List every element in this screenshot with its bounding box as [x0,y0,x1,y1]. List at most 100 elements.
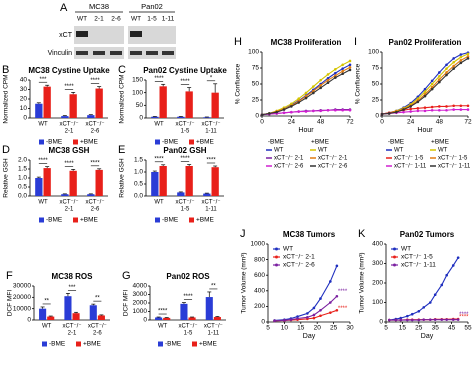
bar [211,167,219,196]
y-tick-label: 600 [254,272,265,279]
legend-swatch [73,217,78,223]
bar [69,170,77,196]
point [334,71,337,75]
point [430,82,434,86]
bar [203,117,211,118]
point [438,75,441,78]
x-tick-label: 25 [415,325,423,332]
point [387,318,391,322]
y-tick-label: 400 [372,241,383,248]
point [341,63,344,67]
point [417,318,421,322]
point [341,72,344,76]
x-tick-label: xCT⁻/⁻ [204,324,223,330]
point [459,61,463,65]
point [402,108,405,111]
point [326,81,330,85]
legend-label: WT [394,148,404,154]
point [306,316,309,319]
point [445,73,448,77]
point [304,91,308,95]
sig-label: **** [338,306,348,312]
point [394,318,398,322]
x-tick-label: WT [154,122,164,128]
bar [159,86,167,118]
x-tick-label: xCT⁻/⁻ [179,324,198,330]
y-tick-label: 1000 [251,241,266,248]
y-tick-label: 75 [372,65,380,72]
point [456,256,460,259]
sig-label: *** [68,285,76,291]
point [402,110,405,114]
point [423,109,427,113]
point [410,318,414,322]
point [416,109,420,113]
bar [203,193,211,196]
lane-label: 1-5 [147,16,157,23]
point [406,314,409,318]
bar [159,166,167,196]
point [319,86,322,90]
legend-label: xCT⁻/⁻ 1-5 [438,156,468,162]
point [319,309,322,312]
y-tick-label: 150 [132,77,143,84]
y-tick-label: 2.0 [18,157,27,164]
legend-header: -BME [388,139,405,146]
legend-label: -BME [162,217,179,224]
legend-swatch [42,341,47,347]
legend-label: xCT⁻/⁻ 2-6 [283,262,315,269]
sig-label: **** [338,289,348,295]
x-tick-label: 2-6 [91,129,100,135]
y-tick-label: 200 [372,280,383,287]
point [445,318,448,321]
point [423,94,427,98]
x-tick-label: 15 [297,325,305,332]
sig-label: **** [183,294,193,300]
x-tick-label: xCT⁻/⁻ [60,122,79,128]
y-tick-label: 50 [136,102,144,109]
y-tick-label: 100 [368,49,379,56]
lane-label: 2-6 [111,16,121,23]
legend-label: +BME [80,217,99,224]
point [422,306,426,309]
x-tick-label: 30 [346,325,354,332]
point [334,67,337,71]
legend-label: xCT⁻/⁻ 1-11 [394,164,427,170]
x-axis-title: Hour [417,127,433,134]
chart-title: Pan02 ROS [166,272,210,281]
bar [87,115,95,118]
bar [185,91,193,118]
sig-label: **** [64,161,74,167]
y-tick-label: 4000 [133,283,148,290]
x-tick-label: 1-5 [184,331,193,337]
point [438,80,441,84]
legend-marker [275,247,278,251]
sig-label: ** [211,284,216,290]
y-tick-label: 20000 [13,294,31,301]
point [440,318,444,321]
legend-label: xCT⁻/⁻ 1-11 [401,262,436,269]
sig-label: **** [154,76,164,82]
point [445,67,448,70]
legend-label: WT [318,148,328,154]
bar [211,92,219,118]
point [335,309,339,312]
panel-letter: H [234,36,242,48]
bar [39,308,47,320]
legend-swatch [76,341,81,347]
legend-label: WT [438,148,448,154]
lane-label: 2-1 [94,16,104,23]
bar [205,297,213,320]
legend-swatch [39,217,44,223]
point [341,108,344,112]
point [334,74,337,77]
point [306,312,309,315]
point [268,112,271,115]
point [335,264,339,268]
y-tick-label: 1.0 [134,169,143,176]
legend-label: WT [401,246,411,253]
point [445,273,448,277]
bar [95,169,103,196]
bar [163,317,171,320]
